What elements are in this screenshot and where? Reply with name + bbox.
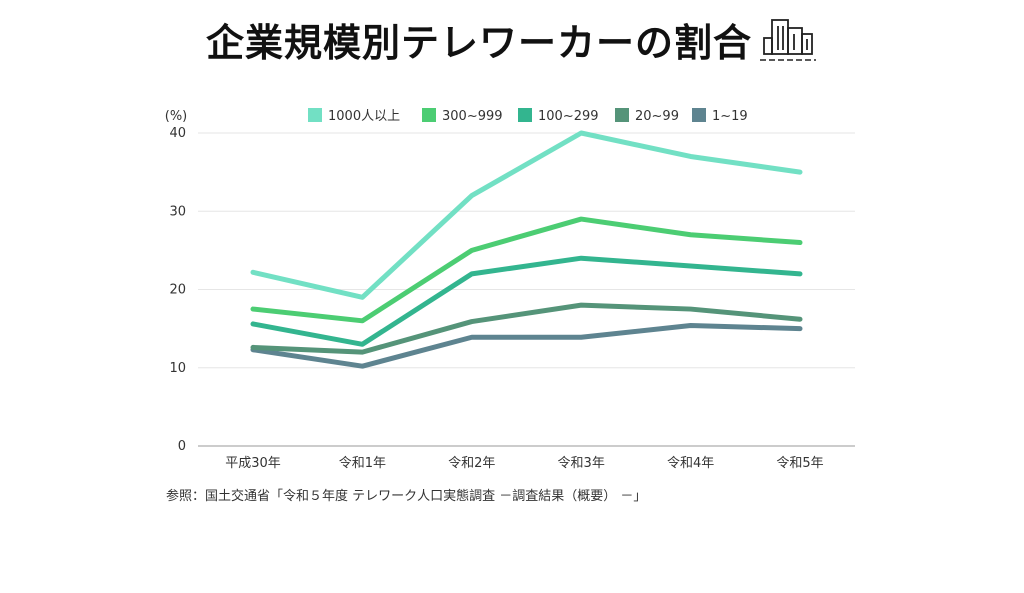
y-tick-label: 40	[169, 126, 186, 141]
y-tick-label: 30	[169, 204, 186, 219]
legend-label: 300~999	[442, 109, 503, 124]
legend-label: 1~19	[712, 109, 748, 124]
legend-swatch	[308, 108, 322, 122]
series-line	[250, 255, 803, 347]
legend-swatch	[615, 108, 629, 122]
x-axis-ticks: 平成30年 令和1年 令和2年 令和3年 令和4年 令和5年	[225, 456, 823, 471]
legend-swatch	[518, 108, 532, 122]
chart-title: 企業規模別テレワーカーの割合	[205, 20, 752, 65]
series-line	[250, 302, 803, 355]
legend-label: 20~99	[635, 109, 679, 124]
legend-swatch	[692, 108, 706, 122]
y-axis-unit-label: (%)	[165, 109, 188, 124]
legend-label: 100~299	[538, 109, 599, 124]
y-axis-ticks: 0 10 20 30 40	[169, 126, 186, 454]
x-tick-label: 令和3年	[558, 456, 605, 471]
series-lines	[250, 130, 803, 369]
x-tick-label: 令和2年	[448, 456, 495, 471]
series-line	[250, 130, 803, 300]
gridlines	[198, 132, 855, 447]
y-tick-label: 20	[169, 283, 186, 298]
series-line	[250, 322, 803, 369]
building-icon	[760, 19, 816, 61]
source-note: 参照：国土交通省「令和５年度 テレワーク人口実態調査 －調査結果（概要） －」	[166, 489, 647, 504]
x-tick-label: 平成30年	[225, 456, 281, 471]
legend: 1000人以上 300~999 100~299 20~99 1~19	[308, 108, 748, 124]
x-tick-label: 令和1年	[339, 456, 386, 471]
x-tick-label: 令和5年	[776, 456, 823, 471]
x-tick-label: 令和4年	[667, 456, 714, 471]
y-tick-label: 0	[178, 439, 186, 454]
legend-swatch	[422, 108, 436, 122]
series-line	[250, 216, 803, 324]
y-tick-label: 10	[169, 361, 186, 376]
legend-label: 1000人以上	[328, 109, 400, 124]
title-area: 企業規模別テレワーカーの割合	[0, 8, 1024, 70]
